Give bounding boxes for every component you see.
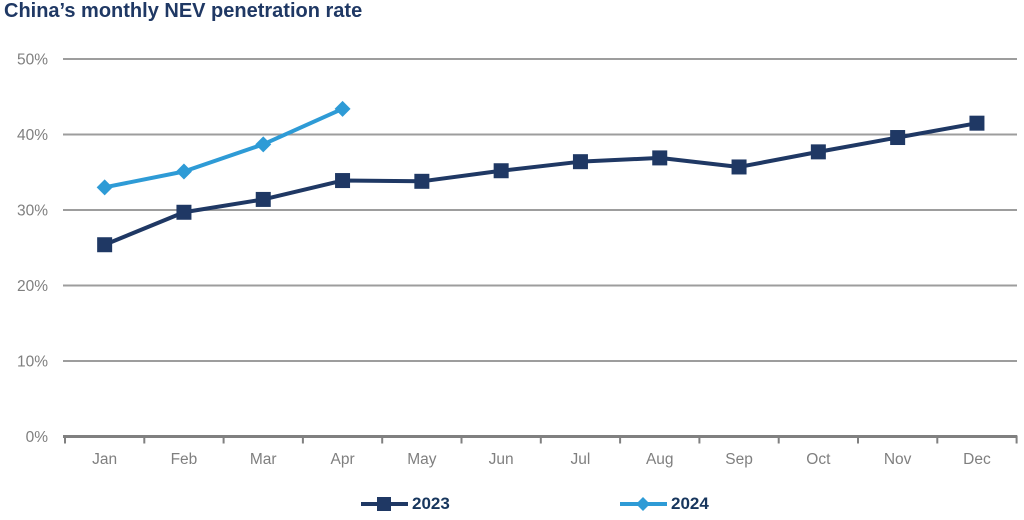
legend-square-marker-icon [361,497,408,511]
y-axis-label: 40% [17,127,48,144]
legend-label-2023: 2023 [412,494,450,513]
x-axis-label: Mar [250,451,277,468]
legend-diamond-marker-icon [620,497,667,511]
x-axis-label: Jul [571,451,591,468]
y-axis-label: 0% [26,429,49,446]
x-axis-label: Feb [171,451,198,468]
series-2024-marker [96,179,113,196]
x-axis-label: Oct [806,451,831,468]
x-axis-label: Jan [92,451,117,468]
series-2024-marker [334,100,351,117]
series-2024-marker [255,136,272,153]
x-axis-label: Jun [489,451,514,468]
series-2023-marker [493,163,509,179]
series-2023-marker [414,173,430,189]
x-axis-label: Apr [330,451,354,468]
series-2023-marker [652,150,668,166]
series-2023-marker [731,159,747,175]
y-axis-label: 50% [17,52,48,69]
x-axis-label: Sep [725,451,753,468]
y-axis-label: 20% [17,278,48,295]
series-2024-marker [175,163,192,180]
chart-title: China’s monthly NEV penetration rate [4,0,363,22]
legend-item-2023: 2023 [361,494,450,514]
series-2023-marker [810,144,826,160]
series-2023-marker [97,237,113,253]
series-2023-marker [572,154,588,170]
legend-label-2024: 2024 [671,494,709,513]
chart-legend: 2023 2024 [0,494,1024,518]
y-axis-label: 30% [17,203,48,220]
series-2023-marker [890,130,906,146]
series-2023-marker [969,115,985,131]
series-2023-marker [176,204,192,220]
x-axis-label: Aug [646,451,674,468]
x-axis-label: Nov [884,451,912,468]
x-axis-label: Dec [963,451,991,468]
y-axis-label: 10% [17,354,48,371]
series-2024-line [104,107,344,190]
series-2023-marker [335,173,351,189]
legend-item-2024: 2024 [620,494,709,514]
x-axis-label: May [407,451,437,468]
series-2023-line [103,121,978,247]
series-2023-marker [255,191,271,207]
